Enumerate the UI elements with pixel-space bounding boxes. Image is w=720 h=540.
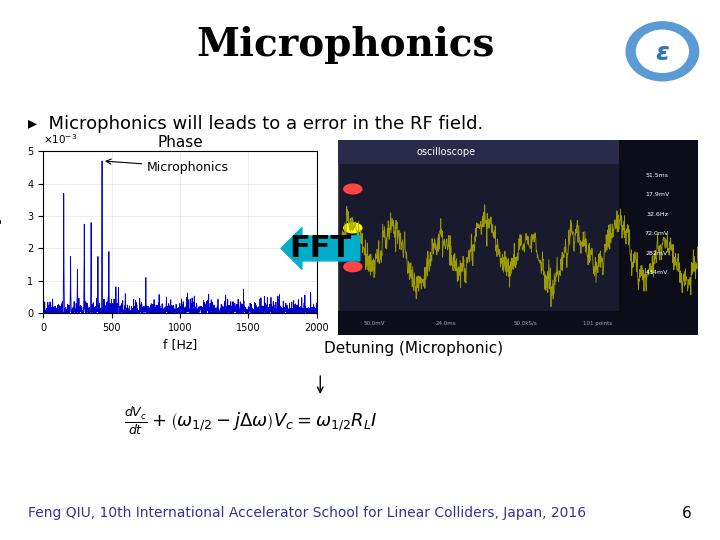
- Text: ▸  Microphonics will leads to a error in the RF field.: ▸ Microphonics will leads to a error in …: [28, 115, 484, 133]
- Text: 50.0mV: 50.0mV: [364, 321, 385, 326]
- Text: Microphonics: Microphonics: [197, 25, 495, 64]
- Text: 51.5ms: 51.5ms: [646, 173, 668, 178]
- Text: 32.6Hz: 32.6Hz: [646, 212, 668, 217]
- Circle shape: [636, 30, 688, 72]
- Text: oscilloscope: oscilloscope: [417, 147, 476, 157]
- Text: 72.0mV: 72.0mV: [645, 231, 669, 236]
- Text: 434mV: 434mV: [646, 270, 668, 275]
- Y-axis label: θ [deg.]: θ [deg.]: [0, 207, 2, 257]
- Bar: [338, 312, 698, 335]
- Text: Microphonics: Microphonics: [106, 159, 229, 174]
- Circle shape: [344, 184, 361, 194]
- Text: ε: ε: [655, 40, 670, 65]
- Text: Detuning (Microphonic): Detuning (Microphonic): [325, 341, 503, 356]
- Text: $\frac{dV_c}{dt} + \left(\omega_{1/2} - j\Delta\omega\right)V_c = \omega_{1/2} R: $\frac{dV_c}{dt} + \left(\omega_{1/2} - …: [124, 405, 377, 436]
- Title: Phase: Phase: [157, 135, 203, 150]
- Circle shape: [344, 223, 361, 233]
- Bar: [338, 140, 698, 164]
- Text: 101 points: 101 points: [583, 321, 612, 326]
- Text: 50.0kS/s: 50.0kS/s: [514, 321, 537, 326]
- Text: FFT: FFT: [289, 234, 351, 263]
- Circle shape: [344, 262, 361, 272]
- Text: 24.0ms: 24.0ms: [436, 321, 456, 326]
- Bar: [619, 140, 698, 335]
- Text: 282mV: 282mV: [646, 251, 668, 255]
- Text: 6: 6: [682, 505, 692, 521]
- Text: Feng QIU, 10th International Accelerator School for Linear Colliders, Japan, 201: Feng QIU, 10th International Accelerator…: [28, 506, 587, 520]
- X-axis label: f [Hz]: f [Hz]: [163, 339, 197, 352]
- Text: 17.9mV: 17.9mV: [645, 192, 669, 197]
- Circle shape: [626, 22, 698, 81]
- Text: $\times 10^{-3}$: $\times 10^{-3}$: [43, 132, 77, 146]
- FancyArrowPatch shape: [281, 227, 360, 269]
